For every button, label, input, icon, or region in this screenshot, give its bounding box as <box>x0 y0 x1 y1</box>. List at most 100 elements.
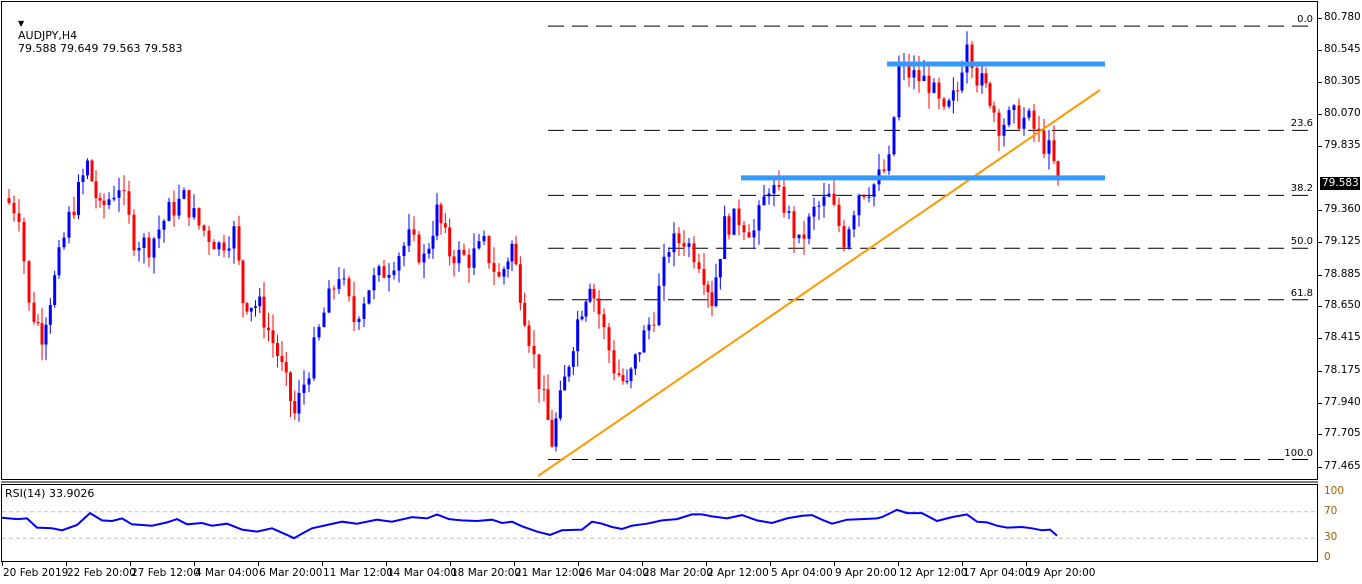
time-axis-label: 5 Apr 04:00 <box>771 567 833 579</box>
candle-body <box>612 350 616 374</box>
candle-body <box>723 216 727 259</box>
candle-body <box>217 242 221 250</box>
candle-body <box>588 288 592 302</box>
candle-body <box>27 261 31 303</box>
candle-body <box>597 298 601 315</box>
price-axis-label: 78.415 <box>1324 331 1361 344</box>
candle-body <box>293 401 297 414</box>
chart-header: ▼ AUDJPY,H4 79.588 79.649 79.563 79.583 <box>4 3 182 68</box>
candle-body <box>241 260 245 304</box>
candle-body <box>32 302 36 322</box>
candle-body <box>638 352 642 355</box>
candle-body <box>322 312 326 328</box>
candle-body <box>687 243 691 247</box>
candle-body <box>558 390 562 419</box>
candle-body <box>147 237 151 258</box>
price-axis-label: 79.360 <box>1324 203 1361 216</box>
time-axis-tick <box>898 562 899 566</box>
candle-body <box>117 190 121 198</box>
candle-body <box>607 327 611 351</box>
candle-body <box>692 243 696 263</box>
candle-body <box>714 277 718 307</box>
collapse-arrow-icon[interactable]: ▼ <box>18 19 25 28</box>
candle-body <box>584 301 588 317</box>
candle-body <box>67 211 71 238</box>
price-axis-tick <box>1318 210 1322 212</box>
candle-body <box>747 232 751 238</box>
candle-body <box>412 229 416 235</box>
candle-body <box>187 190 191 218</box>
candle-body <box>782 186 786 213</box>
candle-body <box>397 256 401 271</box>
time-axis-label: 28 Mar 20:00 <box>643 567 714 579</box>
time-axis-tick <box>642 562 643 566</box>
rsi-indicator-pane[interactable] <box>1 484 1318 562</box>
candle-body <box>975 68 979 86</box>
candle-body <box>262 296 266 328</box>
candle-body <box>167 202 171 221</box>
candle-body <box>7 198 11 203</box>
candle-body <box>988 83 992 106</box>
candle-body <box>1056 161 1060 181</box>
candle-body <box>1022 117 1026 129</box>
fib-level-label: 38.2 <box>1290 183 1313 195</box>
time-axis-label: 14 Mar 04:00 <box>387 567 458 579</box>
candle-body <box>448 227 452 257</box>
candle-body <box>254 306 257 308</box>
candle-body <box>797 234 801 239</box>
candle-body <box>837 204 841 226</box>
symbol-label: AUDJPY,H4 <box>18 29 78 42</box>
candle-body <box>162 220 166 230</box>
candle-body <box>1007 110 1011 125</box>
candle-body <box>857 195 861 216</box>
candle-body <box>642 330 646 353</box>
candle-body <box>81 175 85 183</box>
candle-body <box>435 204 439 236</box>
candle-body <box>667 252 671 257</box>
price-axis-label: 77.940 <box>1324 395 1361 408</box>
time-axis-tick <box>194 562 195 566</box>
candle-body <box>422 253 426 263</box>
candle-body <box>284 362 288 373</box>
candle-body <box>970 44 974 69</box>
candle-body <box>907 64 911 78</box>
time-axis-tick <box>514 562 515 566</box>
candle-body <box>951 90 955 101</box>
candle-body <box>137 247 141 251</box>
time-axis-label: 12 Apr 12:00 <box>899 567 968 579</box>
candle-body <box>462 249 466 255</box>
candle-body <box>90 160 94 182</box>
time-axis-label: 19 Apr 20:00 <box>1027 567 1096 579</box>
fib-level-label: 0.0 <box>1297 14 1313 26</box>
candle-body <box>960 72 964 91</box>
candle-body <box>802 234 806 239</box>
candle-body <box>852 215 856 230</box>
time-axis-label: 4 Mar 04:00 <box>195 567 259 579</box>
candle-body <box>417 234 421 263</box>
time-axis-tick <box>450 562 451 566</box>
candle-body <box>727 216 731 235</box>
rsi-axis-label: 100 <box>1324 485 1345 497</box>
candle-body <box>718 258 722 278</box>
candle-body <box>62 237 66 248</box>
fib-level-label: 61.8 <box>1290 287 1313 299</box>
candle-body <box>182 190 186 199</box>
candle-body <box>94 181 98 199</box>
time-axis-label: 17 Apr 04:00 <box>963 567 1032 579</box>
candle-body <box>276 343 279 356</box>
candle-body <box>271 330 275 344</box>
candle-body <box>457 249 461 264</box>
candle-body <box>48 305 52 325</box>
fib-level-label: 100.0 <box>1284 447 1313 459</box>
candle-body <box>652 324 656 326</box>
time-axis-tick <box>706 562 707 566</box>
price-axis-tick <box>1318 145 1322 147</box>
candle-body <box>927 75 931 93</box>
candle-body <box>245 303 249 312</box>
candle-body <box>237 226 241 261</box>
price-axis-tick <box>1318 18 1322 19</box>
time-axis-label: 21 Mar 12:00 <box>515 567 586 579</box>
price-axis-label: 80.545 <box>1324 42 1361 55</box>
candle-body <box>72 211 76 216</box>
price-chart-pane[interactable] <box>1 1 1318 480</box>
